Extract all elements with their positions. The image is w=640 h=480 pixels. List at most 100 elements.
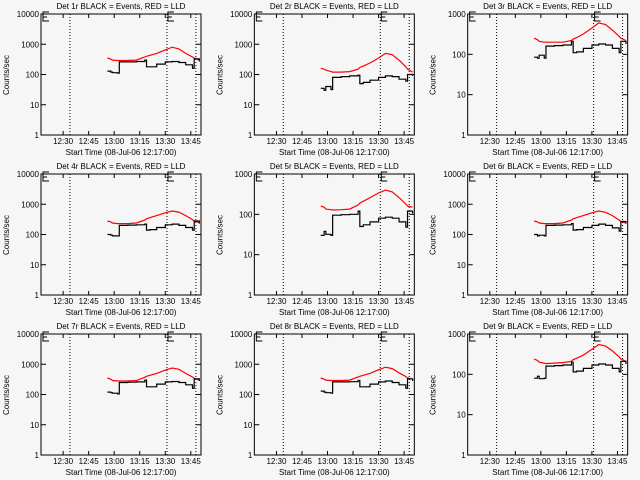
y-tick-label: 1000: [235, 360, 253, 369]
y-tick-label: 1000: [448, 10, 466, 19]
series-lld: [320, 366, 413, 382]
y-axis-label: Counts/sec: [429, 375, 438, 415]
x-tick-label: 13:00: [104, 137, 125, 146]
panel-det-6: Det 6r BLACK = Events, RED = LLD 1 10 100 10…: [429, 162, 629, 317]
x-axis-label: Start Time (08-Jul-06 12:17:00): [279, 468, 390, 477]
y-tick-label: 100: [452, 50, 466, 59]
series-events: [107, 378, 200, 395]
x-tick-label: 13:45: [394, 297, 415, 306]
interval-marker: [594, 171, 601, 182]
interval-marker: [469, 171, 476, 182]
interval-marker: [380, 11, 388, 22]
interval-marker: [594, 11, 601, 22]
y-tick-label: 10: [30, 261, 39, 270]
plot-frame: [467, 333, 629, 456]
x-tick-label: 13:15: [343, 457, 364, 466]
y-tick-label: 100: [452, 370, 466, 379]
y-tick-label: 10: [30, 101, 39, 110]
y-tick-label: 100: [452, 231, 466, 240]
interval-marker: [255, 171, 263, 182]
panel-title: Det 5r BLACK = Events, RED = LLD: [270, 162, 399, 171]
x-tick-label: 12:30: [53, 457, 74, 466]
x-tick-label: 12:30: [480, 457, 501, 466]
x-tick-label: 13:00: [531, 137, 552, 146]
y-tick-label: 10: [30, 421, 39, 430]
x-tick-label: 13:45: [607, 297, 628, 306]
series-lld: [107, 210, 200, 225]
x-tick-label: 12:45: [79, 137, 100, 146]
y-tick-label: 10000: [230, 330, 253, 339]
x-tick-label: 13:00: [318, 297, 339, 306]
y-tick-label: 10: [243, 101, 252, 110]
y-tick-label: 1: [248, 451, 253, 460]
series-lld: [533, 343, 627, 365]
x-tick-label: 12:45: [79, 297, 100, 306]
y-tick-label: 1000: [235, 40, 253, 49]
series-events: [320, 378, 414, 394]
x-tick-label: 13:45: [607, 137, 628, 146]
x-tick-label: 12:45: [505, 137, 526, 146]
series-lld: [533, 22, 627, 43]
interval-marker: [469, 331, 476, 342]
panel-title: Det 7r BLACK = Events, RED = LLD: [57, 322, 186, 331]
panel-title: Det 8r BLACK = Events, RED = LLD: [270, 322, 399, 331]
panel-title: Det 6r BLACK = Events, RED = LLD: [483, 162, 612, 171]
interval-marker: [167, 171, 174, 182]
plot-frame: [40, 333, 202, 456]
y-tick-label: 10000: [17, 10, 40, 19]
panel-det-3: Det 3r BLACK = Events, RED = LLD 1 10 100 10…: [429, 2, 629, 157]
panel-det-7: Det 7r BLACK = Events, RED = LLD 1 10 100 10…: [2, 322, 202, 477]
y-axis-label: Counts/sec: [215, 215, 224, 255]
panel-det-5: Det 5r BLACK = Events, RED = LLD 1 10 100 10…: [215, 162, 415, 317]
series-lld: [320, 52, 413, 73]
x-tick-label: 12:45: [505, 297, 526, 306]
y-tick-label: 1: [461, 451, 466, 460]
panel-det-4: Det 4r BLACK = Events, RED = LLD 1 10 100 10…: [2, 162, 202, 317]
x-tick-label: 12:30: [53, 297, 74, 306]
y-tick-label: 1000: [448, 200, 466, 209]
x-tick-label: 13:45: [394, 457, 415, 466]
x-tick-label: 13:45: [607, 457, 628, 466]
panel-det-1: Det 1r BLACK = Events, RED = LLD 1 10 100 10…: [2, 2, 202, 157]
y-tick-label: 1: [35, 451, 40, 460]
y-tick-label: 100: [239, 210, 253, 219]
x-tick-label: 12:45: [79, 457, 100, 466]
y-tick-label: 100: [239, 391, 253, 400]
plot-frame: [467, 13, 629, 136]
panel-title: Det 1r BLACK = Events, RED = LLD: [57, 2, 186, 11]
x-axis-label: Start Time (08-Jul-06 12:17:00): [492, 308, 603, 317]
x-tick-label: 13:15: [130, 297, 151, 306]
y-tick-label: 100: [26, 391, 40, 400]
interval-marker: [42, 11, 49, 22]
x-tick-label: 13:15: [556, 457, 577, 466]
x-tick-label: 12:30: [266, 297, 287, 306]
series-events: [534, 220, 627, 237]
x-tick-label: 13:15: [343, 137, 364, 146]
x-axis-label: Start Time (08-Jul-06 12:17:00): [492, 468, 603, 477]
interval-marker: [380, 331, 388, 342]
x-axis-label: Start Time (08-Jul-06 12:17:00): [279, 148, 390, 157]
y-tick-label: 100: [26, 71, 40, 80]
interval-marker: [167, 11, 174, 22]
interval-marker: [42, 331, 49, 342]
series-lld: [533, 210, 627, 225]
y-tick-label: 1: [248, 291, 253, 300]
plot-frame: [40, 13, 202, 136]
plot-frame: [253, 333, 415, 456]
x-tick-label: 13:45: [181, 137, 202, 146]
x-tick-label: 13:00: [531, 457, 552, 466]
y-tick-label: 10000: [230, 10, 253, 19]
y-tick-label: 1000: [448, 330, 466, 339]
y-axis-label: Counts/sec: [2, 215, 11, 255]
plot-frame: [253, 13, 415, 136]
x-tick-label: 12:30: [53, 137, 74, 146]
x-tick-label: 12:45: [292, 457, 313, 466]
series-events: [320, 210, 414, 236]
x-tick-label: 13:00: [531, 297, 552, 306]
y-tick-label: 1: [248, 131, 253, 140]
x-tick-label: 13:45: [181, 297, 202, 306]
series-lld: [107, 46, 200, 62]
panel-title: Det 2r BLACK = Events, RED = LLD: [270, 2, 399, 11]
series-events: [534, 360, 627, 380]
x-tick-label: 12:30: [266, 457, 287, 466]
